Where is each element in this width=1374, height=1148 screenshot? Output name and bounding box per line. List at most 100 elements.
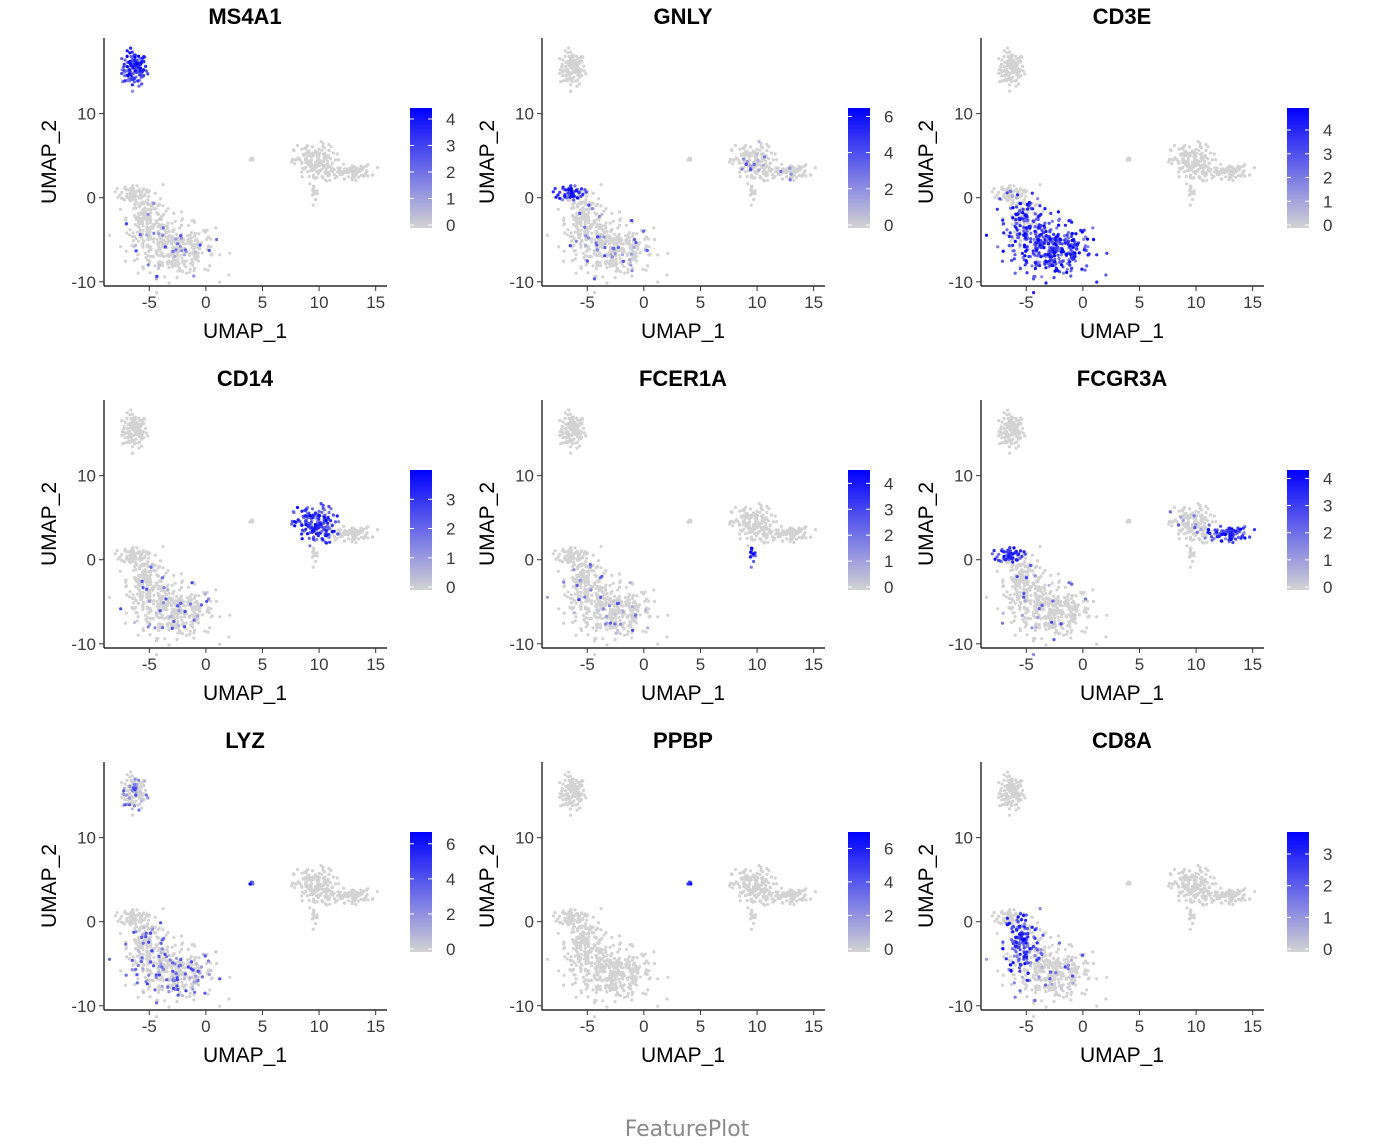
cell-point [1039, 212, 1043, 216]
cell-point [619, 599, 623, 603]
cell-point [156, 623, 160, 627]
cell-point [579, 74, 583, 78]
cell-point [574, 633, 578, 637]
cell-point [1241, 170, 1245, 174]
cell-point [145, 222, 149, 226]
cell-point [152, 240, 156, 244]
cell-point [178, 244, 182, 248]
cell-point [576, 566, 580, 570]
cell-point [138, 233, 142, 237]
legend-colorbar [848, 108, 870, 228]
cell-point [590, 207, 594, 211]
cell-point [167, 643, 171, 647]
cell-point [1177, 170, 1181, 174]
cell-point [752, 170, 757, 174]
cell-point [613, 252, 617, 256]
cell-point [300, 147, 304, 151]
cell-point [324, 519, 328, 523]
cell-point [580, 54, 584, 59]
cell-point [125, 435, 130, 439]
cell-point [1048, 229, 1052, 233]
legend-tick-label: 4 [446, 110, 455, 129]
cell-point [170, 583, 174, 587]
cell-point [748, 193, 753, 197]
cell-point [124, 578, 128, 582]
cell-point [157, 584, 161, 589]
cell-point [148, 582, 152, 587]
cell-point [1031, 277, 1036, 281]
cell-point [578, 562, 583, 566]
cell-point [570, 556, 574, 560]
cell-point [308, 544, 312, 548]
cell-point [563, 49, 567, 53]
legend-tick-label: 1 [446, 189, 455, 208]
cell-point [578, 444, 582, 448]
cell-point [1006, 54, 1010, 59]
cell-point [1012, 58, 1016, 62]
cell-point [757, 140, 761, 144]
cell-point [131, 184, 135, 188]
cell-point [137, 216, 141, 221]
cell-point [562, 585, 566, 589]
cell-point [1183, 144, 1187, 148]
y-tick-label: -10 [948, 273, 973, 292]
cell-point [610, 608, 615, 613]
cell-point [319, 502, 323, 506]
x-tick-label: -5 [142, 293, 157, 312]
cell-point [156, 574, 160, 579]
cell-point [578, 221, 583, 225]
cell-point [1013, 253, 1017, 257]
cell-point [1049, 211, 1053, 215]
cell-point [563, 435, 568, 439]
cell-point [566, 590, 570, 594]
cell-point [308, 163, 312, 167]
cell-point [572, 560, 576, 564]
cell-point [328, 540, 332, 544]
legend-tick-label: 1 [446, 549, 455, 568]
cell-point [753, 154, 757, 158]
cell-point [1010, 69, 1014, 73]
cell-point [1004, 233, 1008, 237]
cell-point [120, 190, 124, 194]
cell-point [610, 589, 614, 594]
cell-point [319, 140, 323, 144]
cell-point [1012, 184, 1016, 188]
cell-point [756, 158, 760, 162]
cell-point [165, 608, 169, 612]
cell-point [618, 256, 622, 260]
cell-point [320, 510, 324, 514]
y-tick-label: 0 [87, 551, 96, 570]
cell-point [568, 234, 572, 238]
cell-point [744, 162, 748, 166]
cell-point [569, 239, 574, 243]
cell-point [314, 197, 318, 202]
cell-point [599, 566, 603, 570]
cell-point [170, 626, 174, 631]
cell-point [1059, 250, 1063, 254]
cell-point [557, 245, 561, 249]
cell-point [554, 195, 558, 199]
cell-point [1012, 230, 1016, 234]
cell-point [179, 253, 183, 257]
cell-point [585, 194, 589, 198]
cell-point [1018, 217, 1022, 221]
cell-point [306, 144, 310, 148]
cell-point [342, 539, 346, 543]
cell-point [1054, 238, 1058, 242]
cell-point [299, 160, 303, 164]
cell-point [169, 614, 173, 619]
cell-point [141, 245, 145, 249]
cell-point [343, 170, 347, 174]
cell-point [116, 557, 120, 561]
cell-point [318, 531, 322, 535]
cell-point [179, 234, 183, 238]
cell-point [134, 580, 138, 584]
cell-point [583, 222, 587, 226]
cell-point [333, 176, 337, 180]
cell-point [1061, 271, 1066, 275]
cell-point [999, 68, 1003, 72]
cell-point [180, 217, 185, 221]
cell-point [128, 59, 132, 63]
cell-point [180, 256, 184, 260]
cell-point [1063, 241, 1067, 245]
